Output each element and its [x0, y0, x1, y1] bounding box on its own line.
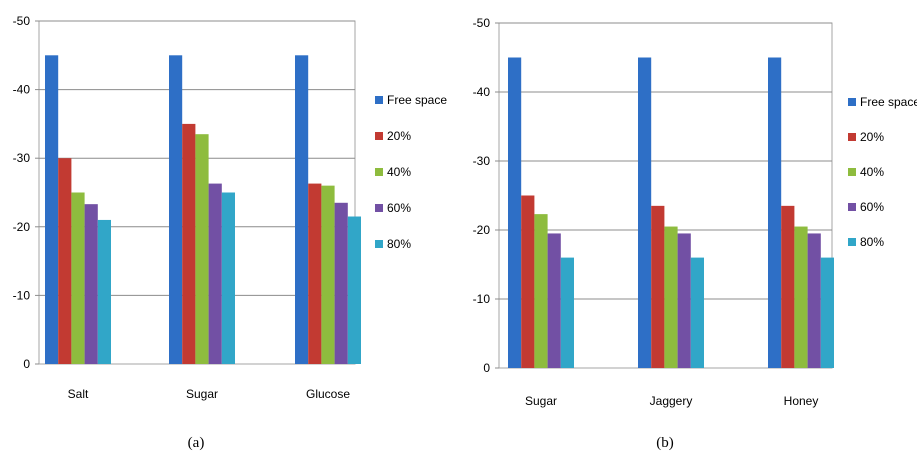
- bar-40--salt: [71, 192, 85, 364]
- bar-60--jaggery: [677, 233, 691, 368]
- y-tick-label: -50: [13, 14, 31, 28]
- x-category-label: Salt: [68, 387, 89, 401]
- legend-swatch: [375, 96, 383, 104]
- y-tick-label: 0: [23, 357, 30, 371]
- bar-80--salt: [97, 219, 111, 364]
- legend-label: 60%: [860, 200, 884, 214]
- chart-panel-b: 0 -10 -20 -30 -40 -50 Sugar Jaggery Honey Free sp…: [473, 16, 917, 451]
- bar-free-space-glucose: [295, 55, 309, 365]
- legend-swatch: [375, 204, 383, 212]
- legend-label: 60%: [387, 201, 411, 215]
- legend-label: 20%: [860, 130, 884, 144]
- y-tick-label: -30: [13, 151, 31, 165]
- bar-80--honey: [820, 257, 834, 368]
- x-category-label: Sugar: [525, 394, 557, 408]
- y-tick-label: -40: [13, 83, 31, 97]
- bar-80--glucose: [347, 216, 361, 364]
- y-tick-label: 0: [483, 361, 490, 375]
- legend-label: 80%: [387, 237, 411, 251]
- bar-40--jaggery: [664, 226, 678, 368]
- bar-free-space-sugar: [169, 55, 183, 365]
- panel-caption: (a): [188, 435, 205, 451]
- bar-60--honey: [807, 233, 821, 368]
- x-category-label: Jaggery: [650, 394, 693, 408]
- bar-60--sugar: [208, 183, 222, 364]
- legend-swatch: [848, 238, 856, 246]
- bar-40--sugar: [534, 214, 548, 368]
- legend-label: 80%: [860, 235, 884, 249]
- bar-40--glucose: [321, 185, 335, 364]
- legend-swatch: [848, 133, 856, 141]
- bar-20--salt: [58, 158, 72, 364]
- legend-swatch: [848, 168, 856, 176]
- y-tick-label: -10: [473, 292, 491, 306]
- bar-60--sugar: [547, 233, 561, 368]
- legend-label: 20%: [387, 129, 411, 143]
- legend-swatch: [375, 132, 383, 140]
- x-category-label: Glucose: [306, 387, 350, 401]
- y-tick-label: -30: [473, 154, 491, 168]
- legend-label: 40%: [860, 165, 884, 179]
- chart-panel-a: 0 -10 -20 -30 -40 -50 Salt Sugar Glucose Free spa…: [13, 14, 448, 451]
- legend-swatch: [375, 240, 383, 248]
- bar-free-space-salt: [45, 55, 59, 365]
- y-tick-label: -20: [13, 220, 31, 234]
- x-category-label: Sugar: [186, 387, 218, 401]
- y-tick-label: -10: [13, 288, 31, 302]
- bar-20--glucose: [308, 183, 322, 364]
- legend-swatch: [848, 98, 856, 106]
- bar-80--sugar: [560, 257, 574, 368]
- bar-80--sugar: [221, 192, 235, 364]
- bar-free-space-jaggery: [638, 57, 652, 368]
- y-tick-label: -40: [473, 85, 491, 99]
- bar-40--sugar: [195, 134, 209, 364]
- bar-20--jaggery: [651, 205, 665, 368]
- legend-label: Free space: [860, 95, 917, 109]
- bar-20--sugar: [182, 123, 196, 365]
- bar-40--honey: [794, 226, 808, 368]
- legend-swatch: [848, 203, 856, 211]
- bar-60--glucose: [334, 202, 348, 364]
- y-tick-label: -50: [473, 16, 491, 30]
- legend-label: Free space: [387, 93, 447, 107]
- bar-60--salt: [84, 204, 98, 364]
- panel-caption: (b): [656, 435, 674, 451]
- bar-20--honey: [781, 205, 795, 368]
- bar-free-space-honey: [768, 57, 782, 368]
- bar-free-space-sugar: [508, 57, 522, 368]
- bar-20--sugar: [521, 195, 535, 368]
- legend-label: 40%: [387, 165, 411, 179]
- x-category-label: Honey: [784, 394, 819, 408]
- y-tick-label: -20: [473, 223, 491, 237]
- legend-swatch: [375, 168, 383, 176]
- bar-80--jaggery: [690, 257, 704, 368]
